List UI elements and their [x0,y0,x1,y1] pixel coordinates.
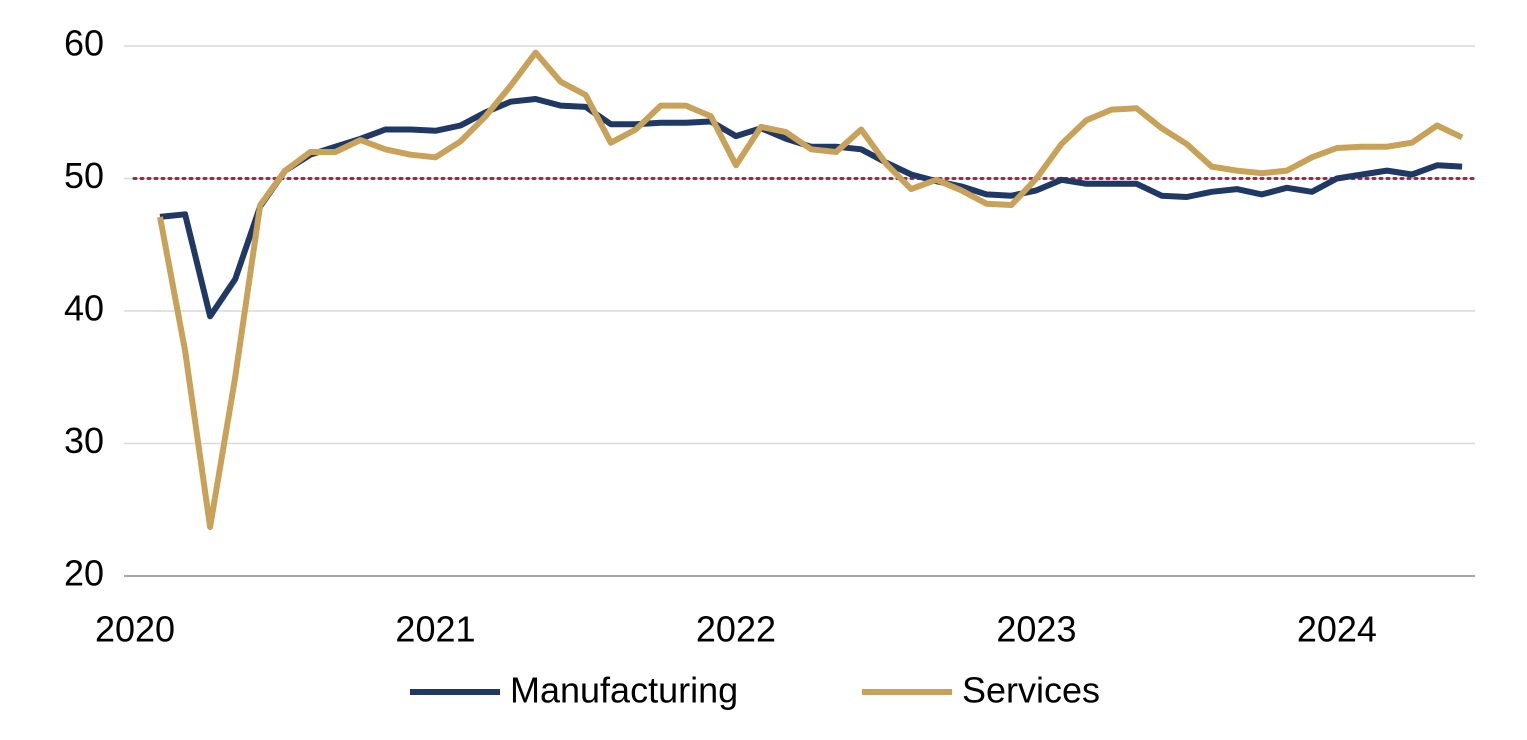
series-line [157,49,1464,530]
y-tick-label: 30 [64,420,104,461]
series-line [159,96,1463,320]
y-tick-label: 60 [64,23,104,64]
legend-label: Services [962,670,1100,711]
x-tick-label: 2024 [1297,609,1377,650]
x-tick-label: 2023 [996,609,1076,650]
legend-label: Manufacturing [510,670,738,711]
x-tick-label: 2022 [696,609,776,650]
y-tick-label: 20 [64,553,104,594]
x-tick-label: 2021 [395,609,475,650]
y-tick-label: 40 [64,288,104,329]
y-tick-label: 50 [64,155,104,196]
x-tick-label: 2020 [95,609,175,650]
